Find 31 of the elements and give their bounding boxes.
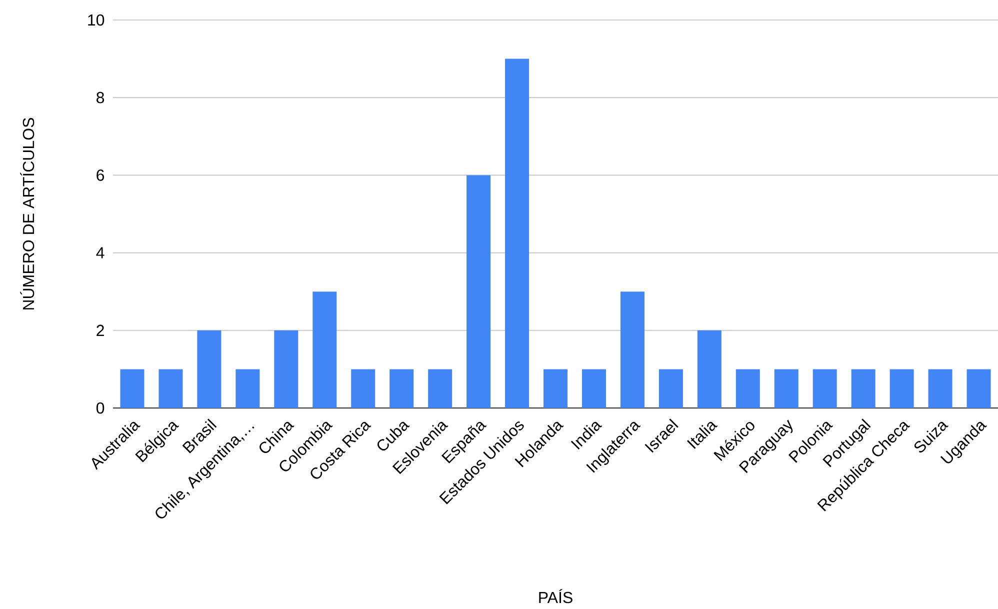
bar xyxy=(274,330,298,408)
bar xyxy=(966,369,991,408)
bar xyxy=(736,369,760,408)
bar xyxy=(697,330,722,408)
bar xyxy=(158,369,183,408)
x-axis-title: PAÍS xyxy=(539,589,572,604)
bar xyxy=(928,369,952,408)
bar xyxy=(812,369,837,408)
y-tick-label: 4 xyxy=(96,247,104,258)
bar xyxy=(582,369,606,408)
bar xyxy=(774,369,798,408)
bar xyxy=(312,292,337,408)
bar xyxy=(351,369,376,408)
bar xyxy=(505,58,530,408)
y-tick-label: 6 xyxy=(96,170,104,181)
y-tick-label: 8 xyxy=(96,92,104,104)
y-axis-title: NÚMERO DE ARTÍCULOS xyxy=(20,118,34,310)
bar xyxy=(658,369,683,408)
y-tick-label: 2 xyxy=(96,324,104,336)
y-tick-label: 10 xyxy=(88,14,104,26)
bar xyxy=(620,292,644,408)
bar xyxy=(851,369,876,408)
bar xyxy=(236,369,260,408)
bar xyxy=(466,175,491,408)
y-tick-label: 0 xyxy=(96,402,104,414)
bar xyxy=(890,369,914,408)
bar xyxy=(120,369,144,408)
bar xyxy=(544,369,568,408)
bar xyxy=(428,369,452,408)
bar xyxy=(390,369,414,408)
bar xyxy=(197,330,222,408)
